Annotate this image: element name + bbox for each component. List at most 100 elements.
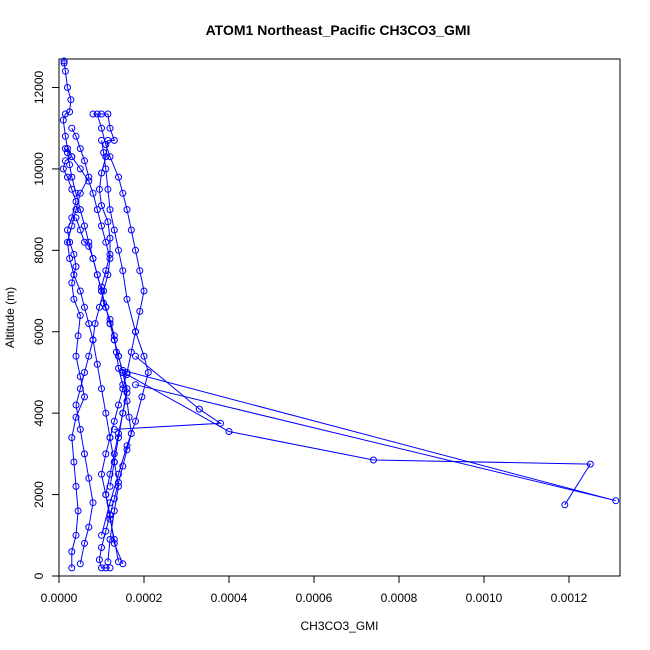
x-tick-label: 0.0000 — [41, 591, 78, 605]
x-axis: 0.0000 0.0002 0.0004 0.0006 0.0008 0.0010 0.00… — [41, 575, 588, 605]
data-point — [89, 255, 97, 262]
data-point — [76, 287, 84, 295]
data-point — [81, 450, 88, 458]
data-point — [110, 226, 118, 234]
data-point — [72, 531, 80, 539]
data-point — [115, 246, 122, 254]
data-point — [100, 149, 108, 157]
x-tick-label: 0.0006 — [296, 591, 333, 605]
series-line — [126, 374, 592, 506]
series-line — [93, 113, 132, 569]
data-point — [64, 238, 71, 246]
data-point — [100, 287, 108, 295]
series-7 — [119, 366, 620, 505]
data-point — [76, 312, 84, 319]
data-point — [61, 157, 69, 165]
data-point — [123, 206, 131, 214]
data-point — [81, 539, 88, 547]
data-point — [136, 267, 144, 275]
data-point — [119, 560, 127, 568]
data-point — [98, 202, 105, 210]
data-point — [195, 405, 203, 413]
data-point — [64, 84, 71, 91]
data-point — [119, 189, 127, 197]
data-point — [115, 173, 122, 181]
data-point — [102, 564, 110, 572]
data-point — [98, 470, 105, 478]
data-point — [70, 295, 78, 303]
chart-title: ATOM1 Northeast_Pacific CH3CO3_GMI — [206, 22, 471, 38]
data-point — [95, 556, 103, 564]
data-point — [106, 515, 114, 523]
data-point — [85, 177, 93, 185]
data-point — [110, 336, 118, 344]
data-point — [110, 535, 118, 543]
data-point — [72, 263, 80, 271]
data-point — [104, 218, 112, 226]
data-point — [102, 165, 110, 173]
data-point — [81, 393, 88, 401]
data-point — [106, 206, 114, 214]
data-point — [72, 352, 80, 360]
x-tick-label: 0.0010 — [466, 591, 503, 605]
data-point — [81, 303, 88, 311]
data-point — [586, 460, 594, 468]
data-point — [102, 153, 110, 161]
data-point — [115, 401, 122, 409]
data-point — [561, 501, 569, 509]
data-point — [68, 214, 76, 222]
data-point — [106, 470, 114, 478]
data-point — [76, 560, 84, 568]
x-tick-label: 0.0004 — [211, 591, 248, 605]
data-point — [89, 189, 97, 197]
data-point — [95, 185, 103, 193]
data-point — [61, 132, 69, 140]
data-point — [61, 145, 69, 153]
data-point — [132, 328, 139, 336]
data-point — [85, 352, 93, 360]
data-point — [140, 352, 148, 360]
data-point — [110, 450, 118, 458]
data-point — [81, 157, 88, 165]
series-8 — [64, 124, 97, 568]
data-point — [119, 462, 127, 470]
data-point — [76, 165, 84, 173]
series-line — [122, 369, 616, 502]
data-point — [76, 425, 84, 433]
data-point — [91, 320, 99, 328]
data-point — [115, 430, 122, 437]
y-tick-label: 6000 — [32, 318, 46, 345]
data-point — [127, 226, 135, 234]
data-point — [89, 336, 97, 344]
data-point — [93, 360, 101, 368]
data-point — [102, 303, 110, 311]
data-point — [76, 385, 84, 393]
data-point — [81, 369, 88, 376]
data-point — [98, 385, 105, 393]
plot-frame — [58, 58, 621, 577]
data-point — [64, 173, 71, 181]
data-point — [110, 458, 118, 466]
data-point — [72, 482, 80, 490]
data-point — [85, 238, 93, 246]
data-point — [106, 124, 114, 132]
data-point — [110, 417, 118, 425]
data-point — [68, 173, 76, 181]
data-point — [70, 458, 78, 466]
data-point — [102, 491, 110, 499]
data-point — [72, 401, 80, 409]
data-point — [85, 474, 93, 482]
data-point — [127, 430, 135, 437]
data-point — [98, 222, 105, 230]
data-point — [72, 132, 80, 140]
data-point — [119, 267, 127, 275]
y-tick-label: 12000 — [32, 70, 46, 104]
data-point — [89, 499, 97, 507]
data-point — [106, 153, 114, 161]
data-point — [76, 145, 84, 153]
series-line — [65, 148, 120, 562]
series-3 — [93, 110, 148, 568]
data-point — [98, 136, 105, 144]
data-point — [106, 234, 114, 242]
